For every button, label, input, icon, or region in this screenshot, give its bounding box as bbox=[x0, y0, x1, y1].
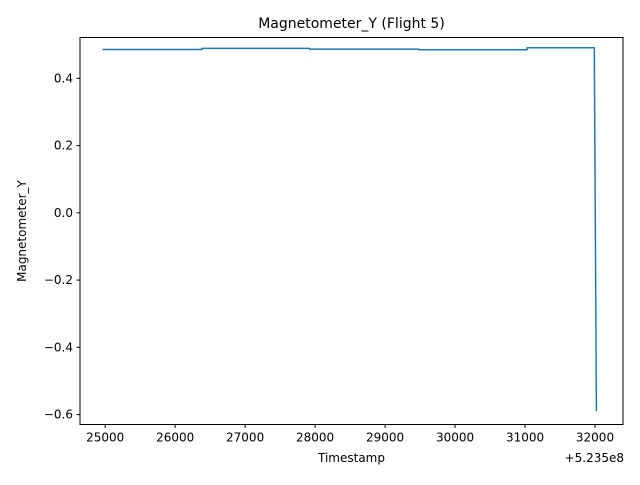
x-tick-label: 25000 bbox=[86, 431, 124, 445]
x-tick-label: 28000 bbox=[296, 431, 334, 445]
y-tick-label: −0.4 bbox=[44, 340, 73, 354]
y-tick-label: −0.2 bbox=[44, 273, 73, 287]
y-tick-label: 0.2 bbox=[54, 139, 73, 153]
y-axis-label: Magnetometer_Y bbox=[15, 179, 29, 281]
x-tick-label: 26000 bbox=[156, 431, 194, 445]
y-tick-label: 0.0 bbox=[54, 206, 73, 220]
plot-area bbox=[79, 37, 624, 425]
y-tick-label: 0.4 bbox=[54, 71, 73, 85]
series-line bbox=[102, 47, 598, 412]
x-axis-label: Timestamp bbox=[317, 451, 385, 465]
x-tick-label: 27000 bbox=[226, 431, 264, 445]
plot-frame bbox=[79, 37, 624, 425]
x-tick-label: 29000 bbox=[366, 431, 404, 445]
y-tick-label: −0.6 bbox=[44, 408, 73, 422]
chart-title: Magnetometer_Y (Flight 5) bbox=[258, 16, 445, 32]
x-tick-label: 32000 bbox=[576, 431, 614, 445]
x-axis: 25000 26000 27000 28000 29000 30000 31000 32000 bbox=[86, 424, 614, 445]
x-offset-label: +5.235e8 bbox=[565, 451, 624, 465]
x-tick-label: 30000 bbox=[436, 431, 474, 445]
x-tick-label: 31000 bbox=[506, 431, 544, 445]
y-axis: −0.6 −0.4 −0.2 0.0 0.2 0.4 bbox=[44, 71, 80, 422]
